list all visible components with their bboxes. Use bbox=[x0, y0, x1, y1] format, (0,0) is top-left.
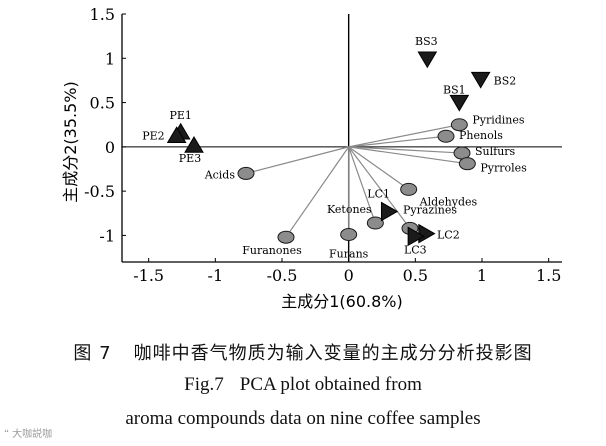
y-tick-label: 1.5 bbox=[90, 5, 115, 24]
y-tick-label: 1 bbox=[105, 49, 115, 68]
loading-point bbox=[450, 118, 468, 132]
y-tick-label: -1 bbox=[99, 226, 115, 245]
loading-vector bbox=[348, 146, 463, 154]
variable-label: Phenols bbox=[459, 129, 503, 142]
variable-label: Furanones bbox=[242, 244, 302, 257]
loading-point bbox=[277, 230, 295, 244]
caption-english-line1: Fig.7 PCA plot obtained from bbox=[0, 374, 606, 396]
sample-label: LC2 bbox=[437, 229, 460, 242]
loading-vector bbox=[348, 146, 410, 190]
x-tick-label: 0 bbox=[344, 266, 354, 285]
caption-chinese: 图 7 咖啡中香气物质为输入变量的主成分分析投影图 bbox=[0, 339, 606, 365]
y-tick-label: -0.5 bbox=[84, 182, 115, 201]
x-tick-label: 1 bbox=[477, 266, 487, 285]
y-tick-label: 0.5 bbox=[90, 94, 115, 113]
sample-marker bbox=[417, 51, 438, 69]
loading-point bbox=[458, 157, 476, 171]
variable-label: Aldehydes bbox=[419, 195, 478, 208]
variable-label: Furans bbox=[329, 248, 369, 261]
x-tick-label: -0.5 bbox=[267, 266, 298, 285]
caption-cn-figure-number: 图 7 bbox=[73, 343, 112, 364]
sample-marker bbox=[407, 226, 425, 247]
variable-label: Pyridines bbox=[472, 114, 525, 127]
sample-marker bbox=[166, 126, 187, 144]
loading-vector bbox=[348, 146, 376, 224]
loading-vector bbox=[245, 146, 349, 175]
sample-marker bbox=[184, 135, 204, 153]
loading-point bbox=[437, 129, 455, 143]
sample-label: PE2 bbox=[142, 129, 164, 142]
x-axis-title: 主成分1(60.8%) bbox=[281, 292, 403, 311]
loading-vector bbox=[348, 146, 411, 229]
loading-point bbox=[237, 166, 255, 180]
watermark-logo: 🙶 大咖説咖 bbox=[4, 429, 53, 440]
sample-marker bbox=[470, 71, 491, 89]
pca-chart: -1.5 -1 -0.5 0 0.5 1 1.5 -1 -0.5 0 0.5 1 1.5 主成分1(60.… bbox=[61, 5, 562, 311]
loading-vector bbox=[348, 135, 447, 148]
loading-vector bbox=[348, 124, 460, 148]
caption-english-line2: aroma compounds data on nine coffee samp… bbox=[125, 408, 481, 429]
variable-label: Pyrroles bbox=[480, 162, 527, 175]
caption-cn-text: 咖啡中香气物质为输入变量的主成分分析投影图 bbox=[133, 343, 533, 364]
x-tick-label: -1.5 bbox=[133, 266, 164, 285]
sample-label: LC1 bbox=[367, 188, 390, 201]
sample-marker bbox=[418, 223, 436, 244]
loading-vector bbox=[348, 146, 468, 165]
loading-point bbox=[400, 182, 418, 196]
x-tick-label: 1.5 bbox=[536, 266, 561, 285]
sample-marker bbox=[380, 201, 399, 222]
sample-label: PE1 bbox=[169, 109, 191, 122]
sample-label: BS2 bbox=[494, 75, 517, 88]
y-axis-title: 主成分2(35.5%) bbox=[61, 81, 80, 203]
loading-point bbox=[340, 228, 358, 242]
loading-vector bbox=[285, 146, 350, 238]
variable-label: Sulfurs bbox=[475, 145, 516, 158]
caption-en-figure-number: Fig.7 bbox=[184, 374, 224, 395]
sample-label: LC3 bbox=[404, 243, 427, 256]
x-tick-label: -1 bbox=[208, 266, 224, 285]
loading-point bbox=[366, 216, 384, 230]
variable-label: Ketones bbox=[327, 203, 372, 216]
x-tick-label: 0.5 bbox=[403, 266, 428, 285]
caption-en-text-line1: PCA plot obtained from bbox=[239, 374, 422, 395]
variable-label: Acids bbox=[204, 168, 236, 181]
sample-label: BS3 bbox=[415, 35, 438, 48]
sample-label: BS1 bbox=[443, 84, 466, 97]
sample-label: PE3 bbox=[179, 152, 201, 165]
sample-marker bbox=[449, 94, 470, 112]
y-tick-label: 0 bbox=[105, 138, 115, 157]
variable-label: Pyrazines bbox=[403, 203, 457, 216]
